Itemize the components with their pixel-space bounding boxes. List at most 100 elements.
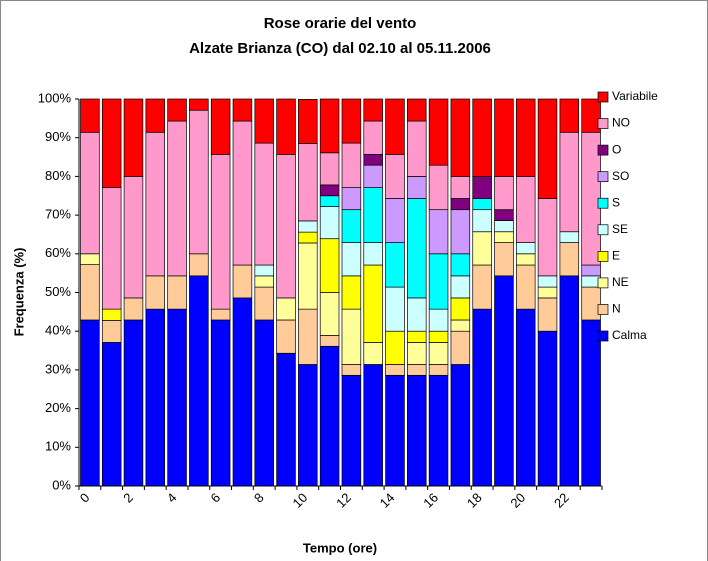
y-tick-label: 80% [45, 168, 71, 183]
bar-segment [581, 319, 601, 487]
chart-title: Rose orarie del vento [264, 15, 417, 32]
legend-label: O [612, 142, 621, 156]
legend-label: SO [612, 169, 629, 183]
bar-segment [123, 297, 144, 321]
bar-segment [319, 238, 340, 293]
bar-segment [385, 153, 405, 199]
y-tick-label: 20% [45, 400, 71, 415]
bar-segment [494, 209, 514, 221]
bar-segment [428, 374, 449, 487]
bar-segment [559, 98, 580, 133]
bar-segment [145, 131, 166, 277]
bar-segment [341, 364, 362, 376]
bar-segment [363, 342, 383, 365]
bar-segment [80, 319, 100, 487]
legend-swatch [597, 91, 609, 103]
bar-segment [341, 187, 362, 211]
bar-segment [319, 345, 340, 487]
bar-segment [515, 264, 536, 310]
bar-segment [515, 253, 536, 266]
bar-segment [407, 374, 427, 487]
bar-segment [537, 275, 558, 288]
y-tick-label: 100% [38, 90, 72, 105]
bar-segment [385, 286, 405, 332]
bar-segment [450, 275, 471, 299]
bar-segment [189, 275, 209, 487]
bar-segment [407, 176, 427, 199]
bar-segment [581, 98, 601, 133]
bar-segment [581, 264, 601, 277]
bar-segment [407, 364, 427, 376]
bar-segment [537, 98, 558, 199]
bar-segment [494, 231, 514, 243]
bar-segment [101, 342, 122, 487]
bar-segment [123, 98, 144, 177]
bar-segment [428, 253, 449, 310]
legend-label: N [612, 302, 621, 316]
bar-segment [472, 209, 492, 233]
bar-segment [363, 164, 383, 188]
bar-segment [363, 364, 383, 487]
bar-segment [298, 143, 318, 222]
bar-segment [494, 176, 514, 211]
bar-segment [232, 98, 253, 122]
bar-segment [298, 231, 318, 244]
bar-segment [385, 242, 405, 288]
y-tick-label: 90% [45, 129, 71, 144]
bar-segment [407, 330, 427, 343]
bar-segment [428, 342, 449, 365]
bar-segment [254, 98, 274, 144]
bar-segment [254, 275, 274, 288]
bar-segment [101, 308, 122, 321]
bar-segment [450, 209, 471, 255]
bar-segment [494, 98, 514, 177]
bar-segment [428, 364, 449, 376]
bar-segment [101, 98, 122, 188]
bar-segment [450, 364, 471, 487]
bar-segment [363, 98, 383, 122]
bar-segment [319, 98, 340, 154]
bar-segment [407, 297, 427, 332]
legend-label: NO [612, 116, 630, 130]
bar-segment [363, 264, 383, 343]
bar-segment [210, 153, 231, 310]
bar-segment [559, 231, 580, 243]
bar-segment [385, 330, 405, 365]
bar-segment [276, 297, 296, 321]
bar-segment [494, 220, 514, 233]
bar-segment [428, 164, 449, 211]
bar-segment [385, 98, 405, 155]
bar-segment [537, 330, 558, 487]
legend-swatch [597, 330, 609, 342]
y-tick-label: 40% [45, 323, 71, 338]
legend-label: NE [612, 275, 629, 289]
bar-segment [472, 198, 492, 211]
bar-segment [319, 206, 340, 240]
y-tick-label: 70% [45, 207, 71, 222]
bar-segment [276, 319, 296, 354]
bar-segment [407, 98, 427, 122]
bar-segment [494, 275, 514, 487]
bar-segment [319, 335, 340, 347]
bar-segment [428, 98, 449, 166]
bar-segment [450, 319, 471, 332]
y-axis-title: Frequenza (%) [11, 248, 26, 337]
bar-segment [428, 209, 449, 255]
bar-segment [537, 297, 558, 332]
bar-segment [319, 184, 340, 197]
y-tick-label: 60% [45, 245, 71, 260]
legend-swatch [597, 144, 609, 156]
bar-segment [537, 198, 558, 277]
bar-segment [472, 264, 492, 310]
bar-segment [80, 253, 100, 265]
y-tick-label: 30% [45, 361, 71, 376]
bar-segment [472, 98, 492, 177]
bar-segment [407, 198, 427, 299]
bar-segment [450, 253, 471, 277]
chart-subtitle: Alzate Brianza (CO) dal 02.10 al 05.11.2… [189, 40, 491, 57]
bar-segment [341, 242, 362, 277]
legend-swatch [597, 118, 609, 129]
legend-label: SE [612, 222, 628, 236]
bar-segment [210, 319, 231, 487]
